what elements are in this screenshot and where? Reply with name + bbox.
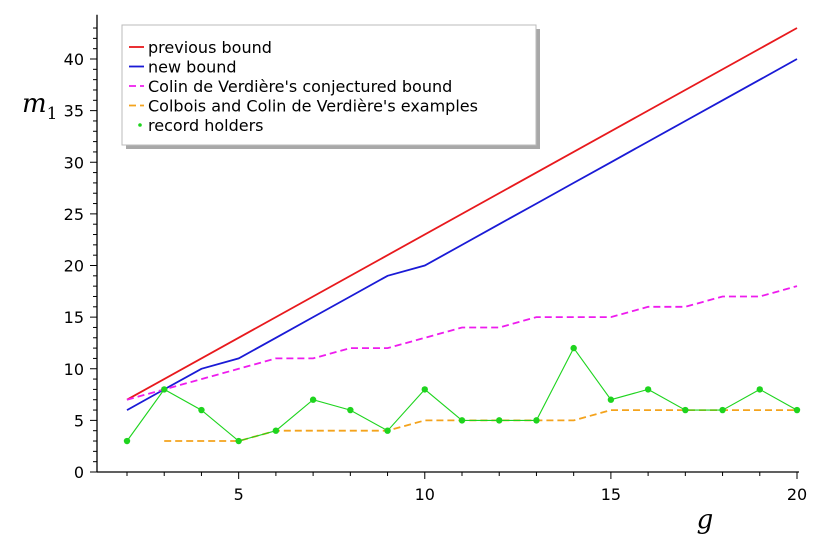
data-point <box>570 344 577 352</box>
data-point <box>756 386 763 393</box>
x-tick-label: 20 <box>787 485 807 504</box>
legend-entry: previous bound <box>129 38 272 57</box>
data-point <box>272 427 280 434</box>
legend-box <box>121 24 537 146</box>
series-0 <box>126 27 798 401</box>
y-tick-label: 10 <box>64 360 84 379</box>
y-tick-label: 20 <box>64 257 84 276</box>
data-point <box>793 406 801 414</box>
legend-entry: Colbois and Colin de Verdière's examples <box>129 97 478 116</box>
series-1 <box>126 58 798 411</box>
series-3 <box>164 409 797 442</box>
y-tick-label: 25 <box>64 205 84 224</box>
data-point <box>309 396 317 403</box>
y-tick-label: 30 <box>64 153 84 172</box>
x-axis-title: g <box>697 505 714 535</box>
x-tick-label: 10 <box>415 485 435 504</box>
data-point <box>682 406 689 414</box>
legend-entry: record holders <box>138 116 263 135</box>
data-point <box>161 386 168 393</box>
y-axis-title: m1 <box>22 89 57 124</box>
legend-label: Colbois and Colin de Verdière's examples <box>148 97 478 116</box>
series-line <box>126 58 798 411</box>
x-tick-label: 15 <box>601 485 621 504</box>
series-line <box>164 409 797 442</box>
data-point <box>533 417 540 424</box>
y-tick-label: 40 <box>64 50 84 69</box>
y-tick-label: 35 <box>64 102 84 121</box>
series-2 <box>126 285 798 401</box>
series-4 <box>123 344 801 445</box>
series-line <box>126 285 798 401</box>
legend-entry: Colin de Verdière's conjectured bound <box>129 77 452 96</box>
data-point <box>644 386 652 393</box>
y-axis-title-main: m <box>22 89 47 119</box>
y-tick-label: 0 <box>74 463 84 482</box>
data-point <box>719 406 726 414</box>
data-point <box>235 437 242 445</box>
legend-label: new bound <box>148 58 237 77</box>
data-point <box>496 417 503 424</box>
data-point <box>347 406 354 414</box>
data-point <box>198 406 205 414</box>
legend-entry: new bound <box>129 58 237 77</box>
legend-marker <box>138 123 142 127</box>
series-line <box>126 27 798 401</box>
series-layer <box>123 27 801 445</box>
legend-label: previous bound <box>148 38 272 57</box>
x-tick-label: 5 <box>234 485 244 504</box>
data-point <box>458 417 466 424</box>
data-point <box>421 386 428 393</box>
y-tick-label: 15 <box>64 308 84 327</box>
legend-label: Colin de Verdière's conjectured bound <box>148 77 452 96</box>
data-point <box>123 437 131 445</box>
y-axis-title-subscript: 1 <box>47 104 58 124</box>
data-point <box>607 396 615 403</box>
axes: 5 10 15 20 0 5 10 15 20 25 30 35 40 <box>64 14 807 504</box>
y-tick-label: 5 <box>74 411 84 430</box>
data-point <box>384 427 391 434</box>
legend-label: record holders <box>148 116 263 135</box>
